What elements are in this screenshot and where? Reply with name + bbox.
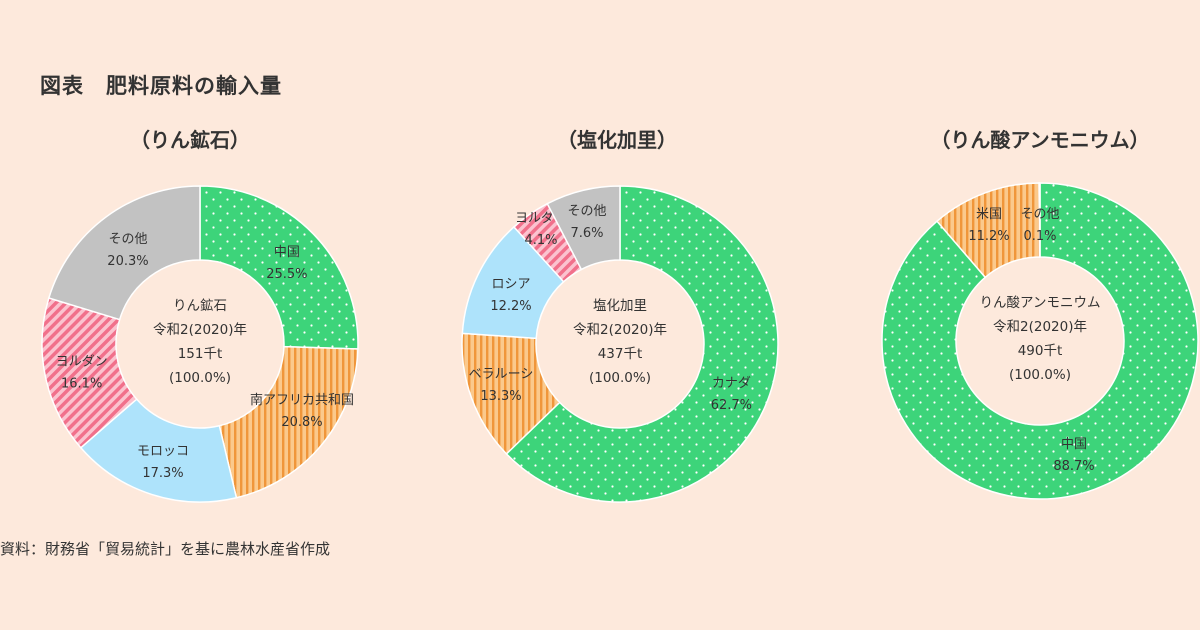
source-note: 資料：財務省「貿易統計」を基に農林水産省作成	[0, 540, 331, 558]
slice-2-0	[881, 182, 1199, 500]
donut-chart-2: 中国 88.7% 米国 11.2% その他 0.1% りん酸アンモニウム令和2(2020)年…	[881, 182, 1199, 500]
donut-chart-0: 中国 25.5% 南アフリカ共和国 20.8% モロッコ 17.3% ヨルダン 16.1% その…	[41, 185, 359, 503]
center-text-1-1: 令和2(2020)年	[573, 322, 667, 338]
slice-label-2-1: 米国	[976, 207, 1002, 222]
chart-title-ammonium-phosphate: （りん酸アンモニウム）	[930, 128, 1150, 152]
center-text-2-0: りん酸アンモニウム	[980, 295, 1101, 311]
slice-0-2	[79, 398, 238, 503]
slice-value-1-2: 12.2%	[490, 299, 531, 314]
slice-value-2-0: 88.7%	[1053, 459, 1094, 474]
center-text-0-1: 令和2(2020)年	[153, 322, 247, 338]
slice-value-0-4: 20.3%	[107, 254, 148, 269]
slice-label-1-2: ロシア	[491, 277, 530, 292]
center-text-0-3: (100.0%)	[169, 370, 231, 386]
slice-1-4	[546, 185, 621, 271]
slice-value-0-0: 25.5%	[266, 267, 307, 282]
slice-label-0-3: ヨルダン	[56, 354, 108, 369]
chart-title-potassium-chloride: （塩化加里）	[557, 128, 677, 152]
center-text-2-2: 490千t	[1018, 343, 1063, 359]
slice-1-0	[505, 185, 779, 503]
slice-label-0-2: モロッコ	[137, 444, 189, 459]
slice-value-0-1: 20.8%	[281, 415, 322, 430]
center-text-1-2: 437千t	[598, 346, 643, 362]
slice-label-0-4: その他	[108, 232, 147, 247]
center-text-0-0: りん鉱石	[173, 298, 227, 314]
slice-label-2-2: その他	[1020, 207, 1059, 222]
slice-value-2-2: 0.1%	[1023, 229, 1056, 244]
slice-label-0-1: 南アフリカ共和国	[250, 392, 354, 408]
slice-label-2-0: 中国	[1061, 437, 1087, 452]
slice-value-0-2: 17.3%	[142, 466, 183, 481]
slice-value-2-1: 11.2%	[968, 229, 1009, 244]
slice-label-1-1: ベラルーシ	[469, 367, 534, 382]
center-text-1-3: (100.0%)	[589, 370, 651, 386]
donut-chart-1: カナダ62.7%ベラルーシ13.3%ロシア12.2%ヨルダン4.1%その他7.6…	[461, 185, 779, 503]
center-text-2-3: (100.0%)	[1009, 367, 1071, 383]
center-text-0-2: 151千t	[178, 346, 223, 362]
slice-value-1-1: 13.3%	[480, 389, 521, 404]
slice-value-1-3: 4.1%	[524, 233, 557, 248]
slice-value-1-4: 7.6%	[570, 226, 603, 241]
slice-label-1-4: その他	[567, 204, 606, 219]
slice-0-1	[218, 345, 359, 499]
slice-value-0-3: 16.1%	[61, 376, 102, 391]
center-text-1-0: 塩化加里	[593, 298, 647, 314]
chart-title-phosphate-rock: （りん鉱石）	[130, 128, 250, 152]
center-text-2-1: 令和2(2020)年	[993, 319, 1087, 335]
slice-label-0-0: 中国	[274, 245, 300, 260]
slice-label-1-0: カナダ	[712, 376, 751, 391]
slice-0-4	[47, 185, 201, 321]
slice-value-1-0: 62.7%	[711, 398, 752, 413]
slice-0-0	[199, 185, 359, 350]
slice-2-2	[1038, 182, 1041, 258]
figure-title: 図表 肥料原料の輸入量	[40, 74, 282, 98]
